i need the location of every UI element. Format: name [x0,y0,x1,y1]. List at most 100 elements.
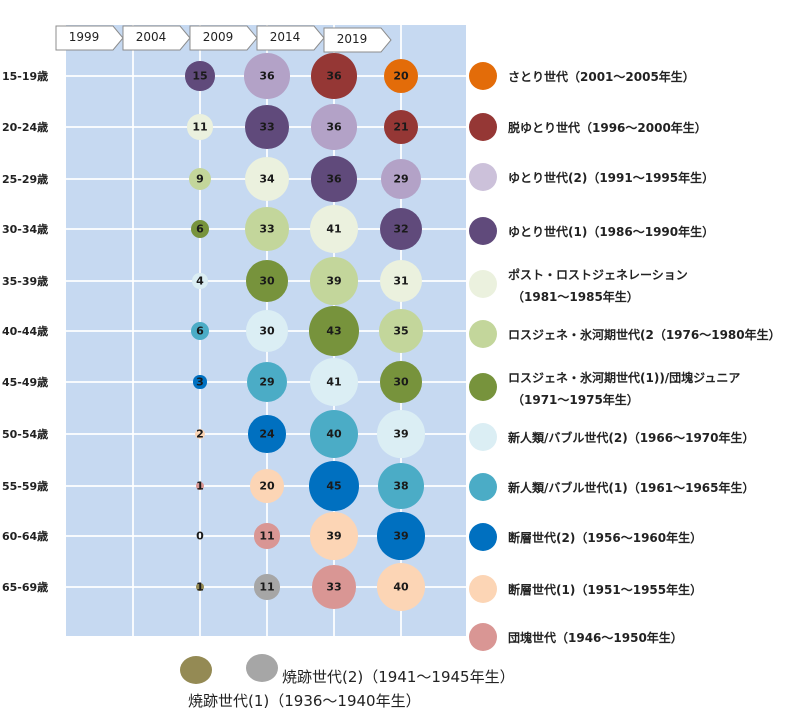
age-label: 60-64歳 [2,530,49,543]
bubble-value: 30 [259,274,275,288]
bubble-value: 2 [196,427,204,441]
bubble [185,61,215,91]
legend-label: ゆとり世代(2)（1991～1995年生） [508,171,715,185]
legend-label: 断層世代(1)（1951～1955年生） [508,583,703,597]
bubble [192,273,208,289]
bubble [377,462,425,510]
tag-shape [323,27,392,53]
legend-dot [469,373,497,401]
bubble [379,207,423,251]
legend-dot [469,320,497,348]
legend-dot [469,423,497,451]
bubble [379,259,423,303]
bubble-value: 33 [259,120,275,134]
bubble [383,109,419,145]
legend-dot [469,623,497,651]
bubble [194,428,206,440]
bubble [384,59,418,93]
year-tag-2004: 2004 [122,25,192,51]
legend-dot [469,217,497,245]
legend-dot [469,270,497,298]
bubble-value: 20 [259,479,275,493]
legend-dot-yakeato-2 [246,654,278,682]
legend-label: ゆとり世代(1)（1986～1990年生） [508,225,715,239]
bubble-value: 32 [393,222,409,236]
legend-label: 団塊世代（1946～1950年生） [508,631,683,645]
bubble-value: 1 [196,479,204,493]
bubble-value: 9 [196,172,204,186]
bubble [246,361,288,403]
legend-label-yakeato-1: 焼跡世代(1)（1936～1940年生） [188,692,421,710]
bubble [246,310,288,352]
legend-dot [469,113,497,141]
bubble-value: 31 [393,274,409,288]
year-label: 1999 [68,30,100,44]
legend-label: さとり世代（2001～2005年生） [508,70,695,84]
bubble [190,219,210,239]
bubble [312,565,356,609]
bubble [254,523,280,549]
legend-dot [469,62,497,90]
year-label: 2009 [202,30,234,44]
bubble-value: 11 [259,580,275,594]
bubble [309,204,359,254]
bubble-value: 6 [196,324,204,338]
bubble [308,460,360,512]
bubble-value: 30 [393,375,409,389]
legend-label: 脱ゆとり世代（1996～2000年生） [508,121,707,135]
bubble-value: 11 [192,120,208,134]
tag-shape [55,25,124,51]
bubble-value: 39 [326,529,342,543]
bubble-value: 43 [326,324,342,338]
legend-dot [469,523,497,551]
year-tag-2009: 2009 [189,25,259,51]
bubble-value: 15 [192,69,208,83]
tag-shape [256,25,325,51]
year-tag-1999: 1999 [55,25,125,51]
bubble-value: 29 [259,375,275,389]
legend-dot-yakeato-1 [180,656,212,684]
bubble [193,375,207,389]
bubble-value: 35 [393,324,409,338]
legend-label-line2: （1971～1975年生） [512,393,639,407]
bubble-value: 11 [259,529,275,543]
bubble [311,104,357,150]
bubble [245,207,289,251]
bubble-value: 3 [196,375,204,389]
age-label: 45-49歳 [2,376,49,389]
bubble [311,156,357,202]
bubble-value: 33 [259,222,275,236]
bubble-value: 0 [196,529,204,543]
bubble-value: 4 [196,274,204,288]
legend-label: 断層世代(2)（1956～1960年生） [508,531,703,545]
legend-label: 新人類/バブル世代(1)（1961～1965年生） [508,481,755,495]
legend-label-yakeato-2: 焼跡世代(2)（1941～1945年生） [282,668,515,686]
bubble-value: 33 [326,580,342,594]
age-label: 35-39歳 [2,275,49,288]
age-label: 65-69歳 [2,581,49,594]
bubble [309,306,359,356]
legend-dot [469,473,497,501]
legend-label: 新人類/バブル世代(2)（1966～1970年生） [508,431,755,445]
bubble [377,512,425,560]
bubble-value: 24 [259,427,275,441]
bubble [248,415,286,453]
bubble-value: 39 [326,274,342,288]
bubble-value: 39 [393,529,409,543]
bubble [244,53,290,99]
bubble [378,308,424,354]
legend-dot [469,575,497,603]
bubble [196,583,204,591]
bubble [190,321,210,341]
bubble-value: 40 [326,427,342,441]
age-label: 50-54歳 [2,428,49,441]
legend-label: ロスジェネ・氷河期世代(1))/団塊ジュニア [508,371,741,385]
age-label: 55-59歳 [2,480,49,493]
bubble [376,562,426,612]
bubble-value: 38 [393,479,409,493]
year-label: 2014 [269,30,301,44]
bubble-value: 40 [393,580,409,594]
bubble-value: 36 [326,172,342,186]
bubble [196,482,204,490]
bubble [309,409,359,459]
